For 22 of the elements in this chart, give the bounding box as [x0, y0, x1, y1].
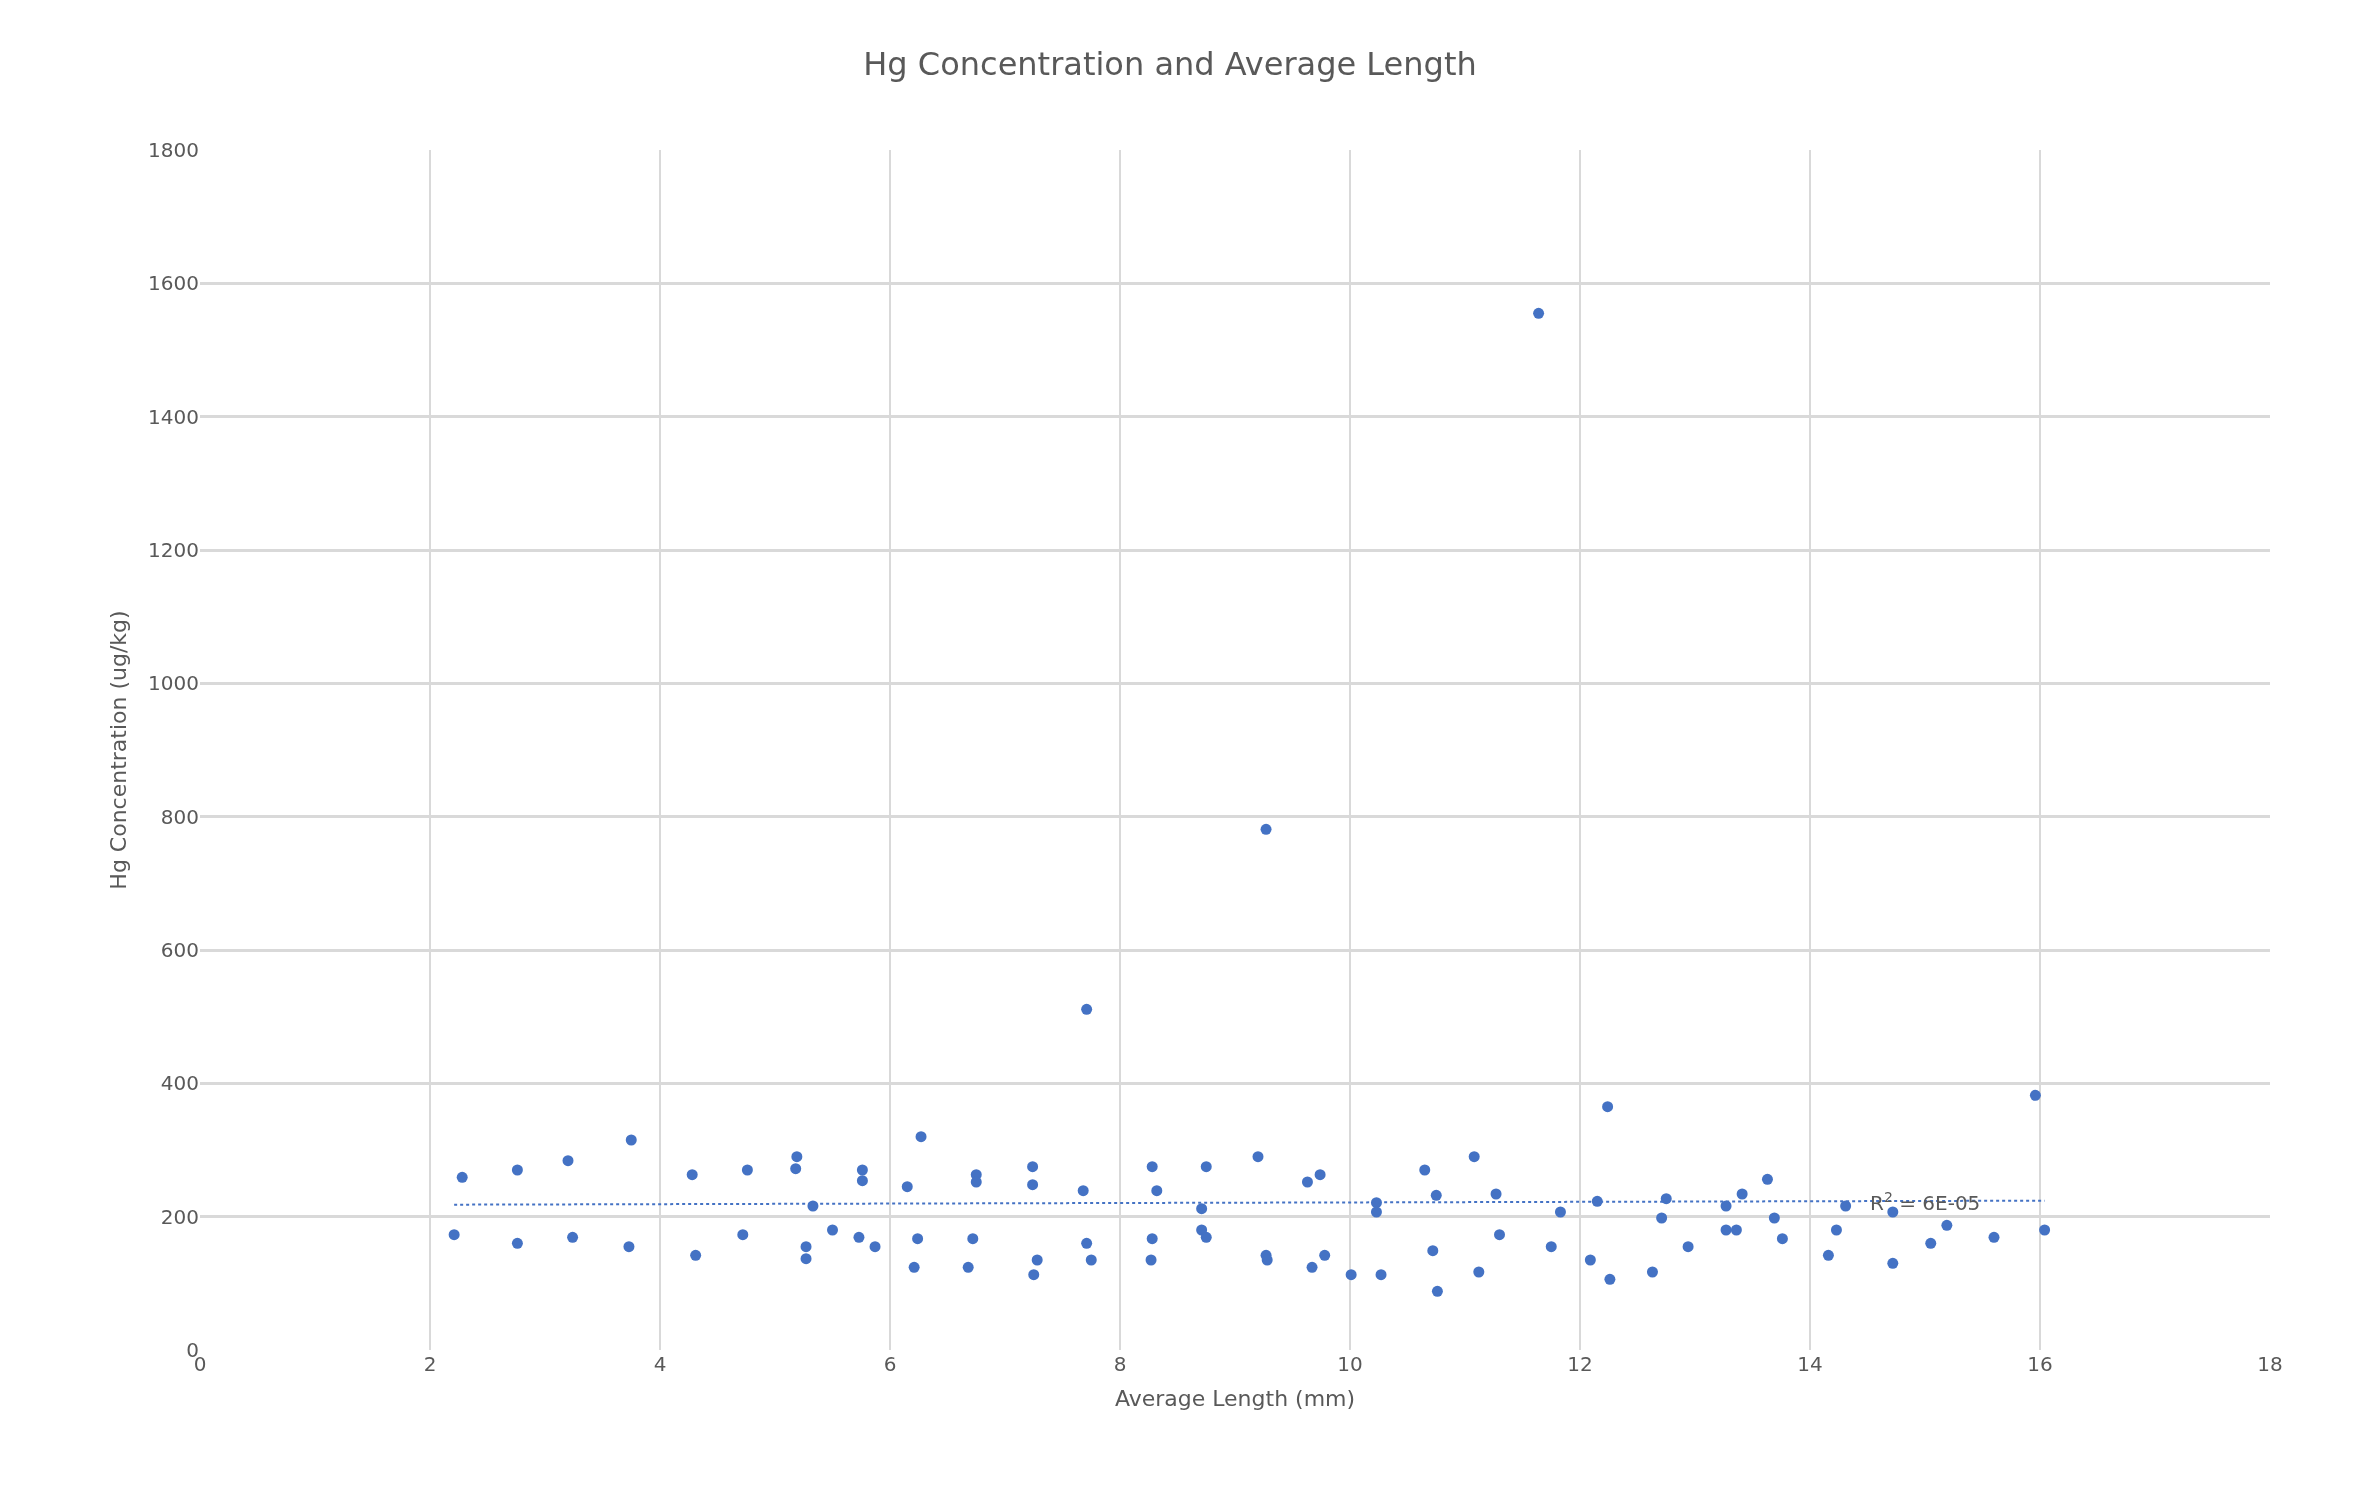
- y-tick-label: 1200: [148, 538, 199, 562]
- y-tick-label: 1000: [148, 671, 199, 696]
- y-tick-label: 1800: [148, 138, 199, 162]
- x-tick-label: 2: [423, 1352, 437, 1376]
- y-tick-label: 1400: [148, 404, 199, 429]
- x-tick-label: 18: [2257, 1352, 2283, 1376]
- y-tick-label: 400: [160, 1071, 199, 1096]
- y-tick-label: 200: [160, 1204, 199, 1229]
- x-tick-label: 14: [1797, 1352, 1823, 1376]
- x-tick-label: 6: [883, 1352, 897, 1376]
- y-tick-label: 1600: [148, 271, 199, 296]
- chart-title: Hg Concentration and Average Length: [863, 45, 1477, 83]
- x-tick-label: 4: [653, 1352, 667, 1376]
- y-tick-label: 800: [160, 804, 199, 829]
- x-tick-label: 10: [1337, 1352, 1363, 1376]
- x-tick-label: 16: [2027, 1352, 2053, 1376]
- y-axis-title: Hg Concentration (ug/kg): [105, 610, 131, 890]
- y-tick-label: 600: [160, 938, 199, 962]
- x-tick-label: 8: [1113, 1352, 1127, 1376]
- annotation: R$^{2}$ = 6E-05: [1870, 1189, 1981, 1216]
- x-axis-title: Average Length (mm): [1114, 1385, 1356, 1411]
- x-tick-label: 12: [1567, 1352, 1593, 1376]
